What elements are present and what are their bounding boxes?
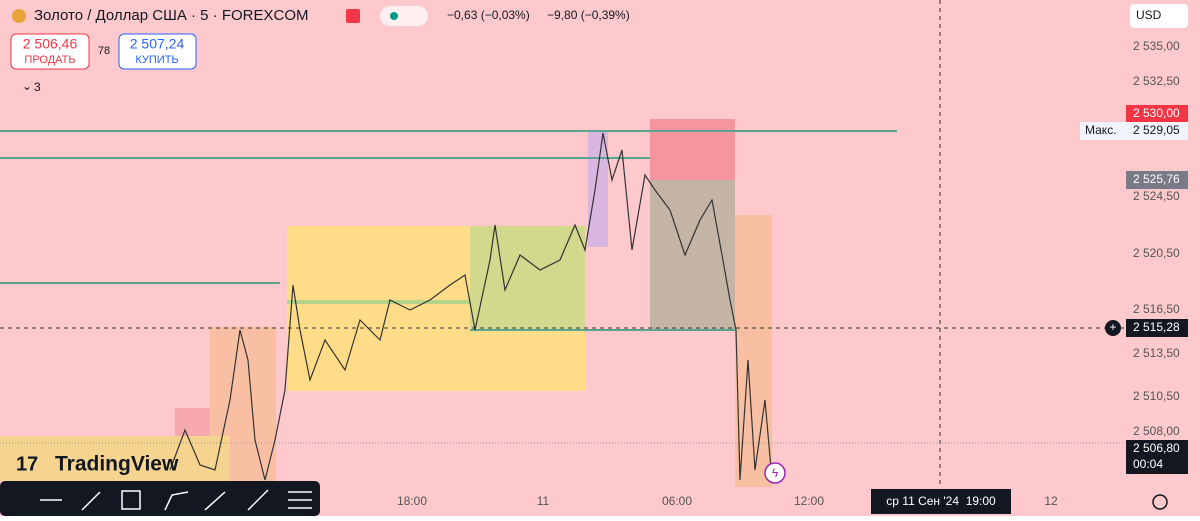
time-label: 11: [537, 494, 550, 508]
crosshair-label: [1126, 319, 1188, 337]
tool-icons: [40, 489, 312, 511]
tool[interactable]: [164, 491, 189, 511]
alert-label: [1126, 105, 1188, 123]
add-button[interactable]: [1105, 320, 1121, 336]
tool[interactable]: [121, 490, 141, 510]
sell-label: ПРОДАТЬ: [24, 54, 75, 66]
logo-mark: 17: [16, 453, 38, 475]
max-label: Макс.: [1085, 123, 1117, 137]
status-dot: [390, 12, 398, 20]
lightning-icon: ϟ: [772, 466, 779, 480]
lightning-button[interactable]: [764, 462, 786, 484]
level-price: 2 525,76: [1133, 172, 1180, 186]
price-tick-label: 2 520,50: [1133, 246, 1180, 260]
flag[interactable]: [346, 9, 360, 23]
change: −9,80 (−0,39%): [547, 8, 630, 22]
price-tick-label: 2 535,00: [1133, 39, 1180, 53]
zone: [287, 300, 470, 304]
logo: TradingView: [55, 453, 179, 476]
last-price: 2 506,80: [1133, 441, 1180, 455]
tool[interactable]: [81, 491, 101, 511]
time-label: 06:00: [662, 494, 692, 508]
tool[interactable]: [247, 489, 269, 511]
symbol-title[interactable]: Золото / Доллар США · 5 · FOREXCOM: [34, 7, 309, 24]
tool[interactable]: [204, 491, 226, 511]
level-label: [1126, 171, 1188, 189]
currency: USD: [1136, 8, 1162, 22]
symbol-icon: [12, 9, 26, 23]
alert-price: 2 530,00: [1133, 106, 1180, 120]
crosshair-time-bg: [871, 489, 1011, 514]
zone: [470, 226, 585, 330]
countdown: 00:04: [1133, 457, 1163, 471]
settings-icon[interactable]: [1152, 494, 1168, 510]
collapse-icon[interactable]: ⌄: [22, 79, 32, 93]
price-tick-label: 2 516,50: [1133, 302, 1180, 316]
max-label-bg: [1080, 122, 1188, 140]
zone: [650, 119, 735, 180]
price-tick-label: 2 513,50: [1133, 346, 1180, 360]
price-tick-label: 2 532,50: [1133, 74, 1180, 88]
time-label: 12: [1044, 494, 1058, 508]
zone: [588, 132, 608, 247]
price-axis: [1125, 0, 1200, 487]
buy-button[interactable]: [118, 33, 197, 70]
indicators-count[interactable]: 3: [34, 80, 41, 94]
change: −0,63 (−0,03%): [447, 8, 530, 22]
zone: [650, 180, 735, 330]
buy-price: 2 507,24: [130, 36, 185, 52]
sell-price: 2 506,46: [23, 36, 78, 52]
max-value: 2 529,05: [1133, 123, 1180, 137]
price-tick-label: 2 508,00: [1133, 424, 1180, 438]
add-icon: +: [1109, 320, 1116, 334]
price-tick-label: 2 524,50: [1133, 189, 1180, 203]
crosshair-time: ср 11 Сен '24 19:00: [886, 494, 996, 508]
status-pill[interactable]: [380, 6, 428, 26]
price-tick-label: 2 510,50: [1133, 389, 1180, 403]
buy-label: КУПИТЬ: [135, 54, 178, 66]
currency-button[interactable]: [1130, 4, 1188, 28]
time-label: 18:00: [397, 494, 427, 508]
price-path: [169, 132, 773, 481]
drawing-toolbar: [0, 481, 320, 516]
sell-button[interactable]: [10, 33, 90, 70]
last-label: [1126, 440, 1188, 474]
crosshair-price: 2 515,28: [1133, 320, 1180, 334]
time-label: 12:00: [794, 494, 824, 508]
spread: 78: [98, 45, 110, 57]
